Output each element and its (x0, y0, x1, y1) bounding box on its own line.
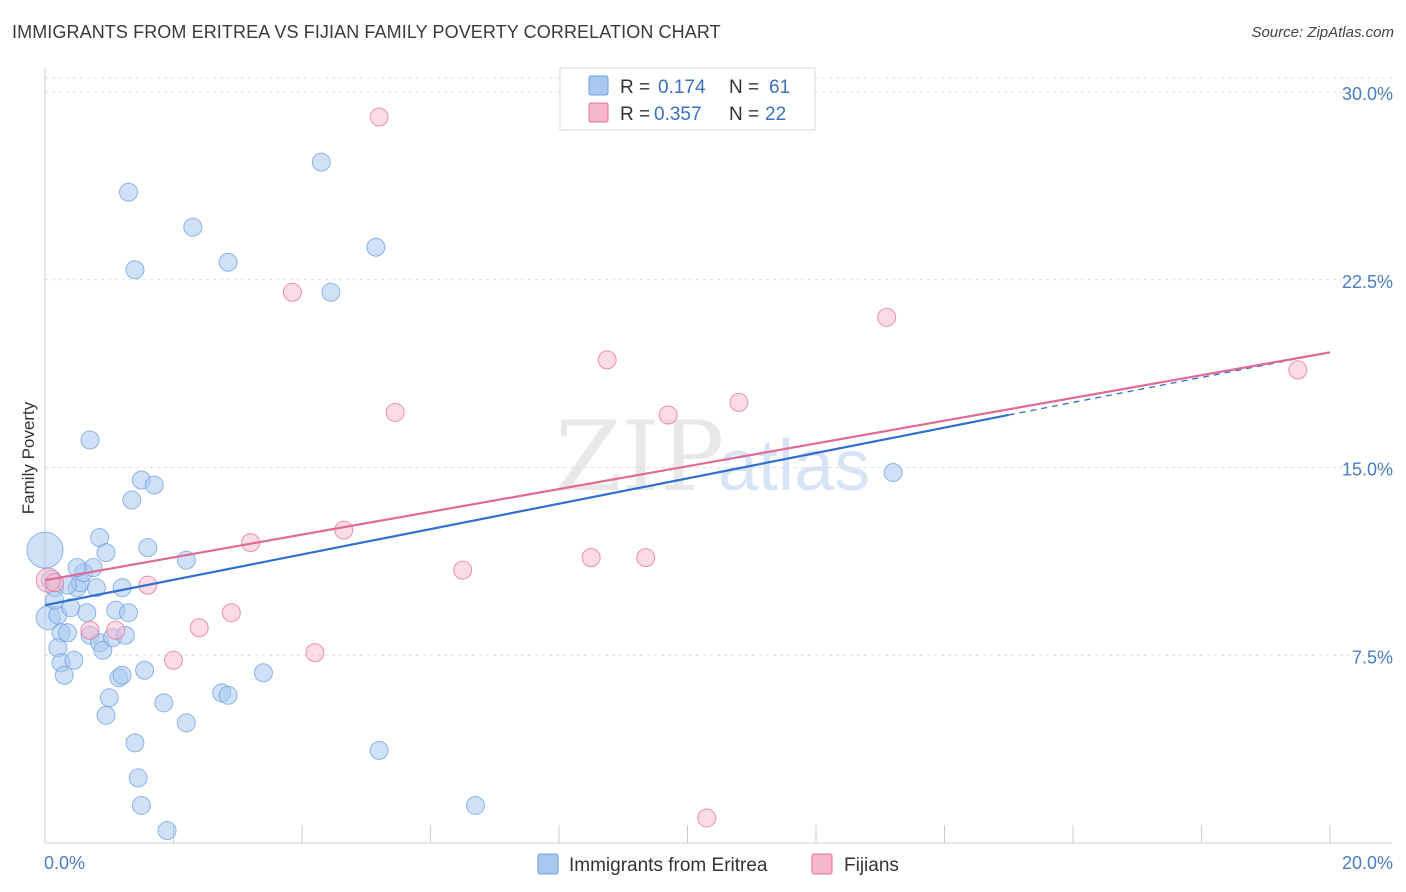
eritrea-point (67, 558, 87, 578)
fijian-point (581, 548, 601, 568)
y-tick-label: 15.0% (1342, 460, 1393, 480)
fijian-point (453, 560, 473, 580)
legend-n-value-fijians: 22 (765, 104, 786, 125)
eritrea-point (176, 713, 196, 733)
eritrea-point (157, 820, 177, 840)
watermark-zip: ZIP (555, 401, 724, 513)
eritrea-point (112, 665, 132, 685)
eritrea-point (465, 795, 485, 815)
eritrea-point (218, 685, 238, 705)
fijian-point (1288, 360, 1308, 380)
eritrea-point (86, 578, 106, 598)
eritrea-point (218, 252, 238, 272)
data-points (26, 107, 1308, 840)
eritrea-point (125, 733, 145, 753)
eritrea-trend-line (44, 413, 1009, 607)
eritrea-point (80, 430, 100, 450)
fijian-trend-line (44, 351, 1331, 582)
eritrea-point (119, 603, 139, 623)
fijian-point (697, 808, 717, 828)
fijian-point (658, 405, 678, 425)
eritrea-point (96, 543, 116, 563)
fijian-point (80, 620, 100, 640)
fijian-point (597, 350, 617, 370)
eritrea-point (119, 182, 139, 202)
eritrea-point (366, 237, 386, 257)
fijian-point (221, 603, 241, 623)
eritrea-point (128, 768, 148, 788)
fijian-point (636, 548, 656, 568)
eritrea-point (122, 490, 142, 510)
legend-swatch-eritrea (588, 75, 609, 96)
eritrea-point (311, 152, 331, 172)
legend-r-label-fijians: R = (620, 104, 650, 125)
source-label: Source: ZipAtlas.com (1251, 24, 1394, 41)
fijian-point (106, 620, 126, 640)
eritrea-point (99, 688, 119, 708)
legend: R = 0.174 N = 61 R = 0.357 N = 22 (559, 67, 816, 131)
legend-r-label-eritrea: R = (620, 77, 650, 98)
axes: 7.5% 15.0% 22.5% 30.0% 0.0% 20.0% (44, 68, 1393, 873)
bottom-legend: Immigrants from Eritrea Fijians (537, 853, 899, 876)
eritrea-point (96, 705, 116, 725)
fijian-point (729, 392, 749, 412)
fijian-point (877, 307, 897, 327)
eritrea-point (93, 640, 113, 660)
eritrea-point (253, 663, 273, 683)
legend-n-label-fijians: N = (729, 104, 759, 125)
eritrea-point (83, 558, 103, 578)
x-tick-label-max: 20.0% (1342, 853, 1393, 873)
eritrea-point (26, 531, 64, 569)
grid-lines (45, 77, 1392, 656)
eritrea-point (125, 260, 145, 280)
fijian-point (385, 402, 405, 422)
eritrea-point (883, 463, 903, 483)
fijian-point (334, 520, 354, 540)
eritrea-point (154, 693, 174, 713)
eritrea-point (369, 740, 389, 760)
eritrea-point (183, 217, 203, 237)
eritrea-point (57, 623, 77, 643)
fijian-point (369, 107, 389, 127)
chart-title: IMMIGRANTS FROM ERITREA VS FIJIAN FAMILY… (12, 22, 721, 42)
trend-lines (44, 351, 1331, 607)
fijian-point (164, 650, 183, 670)
y-tick-label: 7.5% (1352, 647, 1393, 667)
legend-n-value-eritrea: 61 (769, 77, 790, 98)
eritrea-point (64, 650, 84, 670)
legend-r-value-eritrea: 0.174 (658, 77, 706, 98)
eritrea-point (321, 282, 341, 302)
eritrea-point (138, 538, 158, 558)
y-axis-label: Family Poverty (19, 401, 38, 514)
eritrea-point (45, 590, 65, 610)
eritrea-point (54, 665, 74, 685)
eritrea-point (135, 660, 155, 680)
legend-swatch-fijians (588, 102, 609, 123)
y-tick-label: 30.0% (1342, 84, 1393, 104)
bottom-legend-label-eritrea: Immigrants from Eritrea (569, 855, 768, 876)
eritrea-point (131, 795, 151, 815)
legend-n-label-eritrea: N = (729, 77, 759, 98)
y-tick-label: 22.5% (1342, 272, 1393, 292)
bottom-legend-label-fijians: Fijians (844, 855, 899, 876)
fijian-point (189, 618, 209, 638)
legend-r-value-fijians: 0.357 (654, 104, 702, 125)
x-tick-label-min: 0.0% (44, 853, 85, 873)
fijian-point (282, 282, 302, 302)
bottom-legend-swatch-fijians (811, 853, 833, 875)
fijian-point (305, 643, 325, 663)
eritrea-point (144, 475, 164, 495)
bottom-legend-swatch-eritrea (537, 853, 559, 875)
eritrea-point (77, 603, 97, 623)
